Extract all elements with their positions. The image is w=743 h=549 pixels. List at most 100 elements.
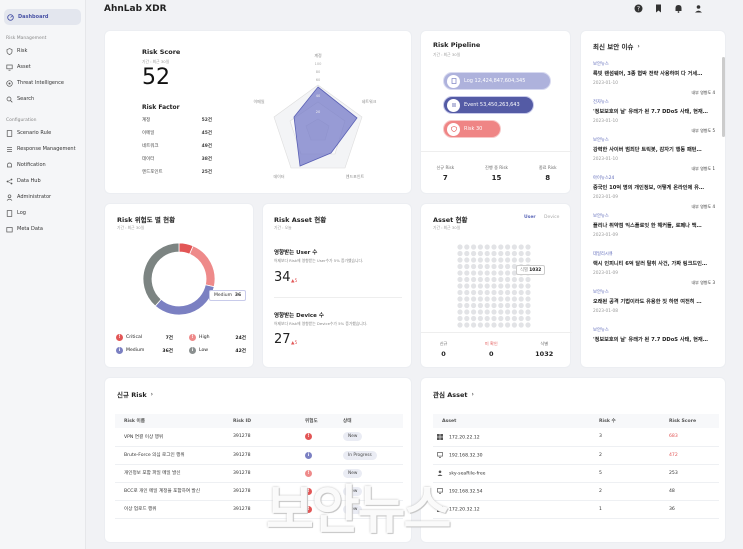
sidebar-item-risk[interactable]: Risk xyxy=(0,43,85,59)
tab-user[interactable]: User xyxy=(524,215,536,220)
sidebar-item-search[interactable]: Search xyxy=(0,91,85,107)
asset-dot xyxy=(498,250,504,257)
table-row[interactable]: 192.168.32.54 2 48 xyxy=(433,482,719,501)
asset-dot xyxy=(518,296,524,302)
risk-name: BCC로 개인 메일 계정을 포함하여 발신 xyxy=(115,482,233,501)
news-item[interactable]: 보안뉴스 강력한 사이버 범죄단 트릭봇, 감자기 행동 패턴… 2023-01-1… xyxy=(593,137,721,175)
news-source: 아이뉴스24 xyxy=(593,176,615,181)
pipeline-event[interactable]: Event 53,450,263,643 xyxy=(443,96,534,114)
bell-icon[interactable] xyxy=(673,3,683,13)
column-header: Asset xyxy=(433,414,599,428)
help-icon[interactable]: ? xyxy=(633,3,643,13)
pipeline-log[interactable]: Log 12,424,847,604,345 xyxy=(443,72,551,90)
asset-dot xyxy=(477,296,483,302)
donut-slice[interactable] xyxy=(189,245,216,288)
sidebar-item-threat-intelligence[interactable]: Threat Intelligence xyxy=(0,75,85,91)
radar-axis-label: 계정 xyxy=(314,52,322,58)
legend-value: 36건 xyxy=(162,348,173,354)
sidebar-item-log[interactable]: Log xyxy=(0,205,85,221)
asset-dot xyxy=(498,244,504,250)
asset-dot xyxy=(511,250,517,257)
news-source: 보안뉴스 xyxy=(593,214,609,219)
risk-level-period: 기간 : 최근 30일 xyxy=(117,225,145,230)
table-row[interactable]: sky-seaRile-free 5 253 xyxy=(433,464,719,483)
asset-dot xyxy=(484,315,490,322)
sidebar-item-data-hub[interactable]: Data Hub xyxy=(0,173,85,189)
table-row[interactable]: 172.20.32.12 1 36 xyxy=(433,500,719,519)
asset-risk-score: 472 xyxy=(669,446,719,465)
table-row[interactable]: VPN 연결 이상 행위 391278! New xyxy=(115,428,403,447)
sidebar-item-meta-data[interactable]: Meta Data xyxy=(0,221,85,237)
asset-risk-count: 5 xyxy=(599,464,669,483)
sidebar-item-administrator[interactable]: Administrator xyxy=(0,189,85,205)
asset-dot xyxy=(477,250,483,257)
asset-dot-grid xyxy=(457,244,531,328)
table-row[interactable]: 172.20.22.12 3 683 xyxy=(433,428,719,447)
legend-label: Critical xyxy=(126,335,143,340)
donut-slice[interactable] xyxy=(154,284,215,316)
asset-dot xyxy=(477,270,483,276)
sidebar-item-label: Notification xyxy=(17,162,46,168)
table-row[interactable]: 이상 업로드 행위 391278! New xyxy=(115,500,403,519)
asset-dot xyxy=(518,289,524,296)
asset-risk-score: 253 xyxy=(669,464,719,483)
news-item[interactable]: 전자뉴스 '정보보호의 날' 유래가 된 7.7 DDoS 사태, 현재… 2023… xyxy=(593,99,721,137)
asset-dot xyxy=(484,276,490,283)
asset-dot xyxy=(505,283,511,289)
security-news-card: 최신 보안 이슈 › 보안뉴스 록빗 랜섬웨어, 3종 협박 전략 사용하며 다 … xyxy=(580,30,726,368)
risk-id: 391278 xyxy=(233,464,305,483)
affected-device-value: 27 xyxy=(274,332,291,347)
news-item[interactable]: 보안뉴스 록빗 랜섬웨어, 3종 협박 전략 사용하며 다 거세… 2023-01-… xyxy=(593,61,721,99)
legend-icon: i xyxy=(189,347,196,354)
monitor-icon xyxy=(437,487,443,494)
asset-dot xyxy=(464,257,470,263)
asset-dot xyxy=(491,283,497,289)
radar-tick: 20 xyxy=(316,110,321,114)
asset-dot xyxy=(457,322,463,328)
sidebar-item-scenario-rule[interactable]: Scenario Rule xyxy=(0,125,85,141)
asset-dot xyxy=(511,263,517,270)
tab-device[interactable]: Device xyxy=(544,215,560,220)
scrollbar[interactable] xyxy=(722,57,725,137)
news-item[interactable]: 아이뉴스24 중국인 10억 명의 개인정보, 어떻게 온라인에 유… 2023-0… xyxy=(593,175,721,213)
news-item[interactable]: 데일리시큐 랙시 인피니티 6억 달러 탈취 사건, 가짜 링크드인… 2023-0… xyxy=(593,251,721,289)
user-icon[interactable] xyxy=(693,3,703,13)
asset-dot xyxy=(484,244,490,250)
donut-slice[interactable] xyxy=(142,242,180,307)
column-header: Risk Score xyxy=(669,414,719,428)
asset-dot xyxy=(484,309,490,315)
legend-icon: i xyxy=(116,347,123,354)
user-icon xyxy=(437,470,443,476)
sidebar-item-notification[interactable]: Notification xyxy=(0,157,85,173)
asset-dot xyxy=(518,276,524,283)
pipeline-risk[interactable]: Risk 30 xyxy=(443,120,501,138)
sidebar-item-dashboard[interactable]: Dashboard xyxy=(4,9,81,25)
news-title: 강력한 사이버 범죄단 트릭봇, 감자기 행동 패턴… xyxy=(593,147,702,153)
asset-dot xyxy=(457,302,463,309)
sidebar-item-response-management[interactable]: Response Management xyxy=(0,141,85,157)
table-row[interactable]: Brute-Force 의심 로그인 행위 391278 i In Progress xyxy=(115,446,403,465)
asset-dot xyxy=(457,289,463,296)
asset-dot xyxy=(498,289,504,296)
asset-dot xyxy=(518,302,524,309)
interest-asset-header[interactable]: 관심 Asset › xyxy=(433,389,474,400)
sidebar-item-asset[interactable]: Asset xyxy=(0,59,85,75)
new-risk-header[interactable]: 신규 Risk › xyxy=(117,389,153,400)
document-icon xyxy=(6,129,13,137)
table-row[interactable]: 개인정보 포함 파일 메일 발신 391278! New xyxy=(115,464,403,483)
event-icon xyxy=(447,98,460,112)
radar-value-area xyxy=(293,86,358,167)
table-row[interactable]: BCC로 개인 메일 계정을 포함하여 발신 391278! New xyxy=(115,482,403,501)
news-item[interactable]: 보안뉴스 폴리나 취약점 익스플로잇 한 해커들, 로페나 백… 2023-01-0… xyxy=(593,213,721,251)
asset-dot xyxy=(477,257,483,263)
table-row[interactable]: 192.168.32.30 2 472 xyxy=(433,446,719,465)
asset-dot xyxy=(525,257,531,263)
column-header: 위험도 xyxy=(305,414,343,428)
security-news-header[interactable]: 최신 보안 이슈 › xyxy=(593,41,640,52)
asset-dot xyxy=(525,289,531,296)
news-item[interactable]: 보안뉴스 오래된 공격 기법이라도 유용한 짓 하면 여전히 … 2023-01-0… xyxy=(593,289,721,327)
asset-dot xyxy=(518,257,524,263)
risk-asset-title: Risk Asset 현황 xyxy=(274,216,327,224)
bookmark-icon[interactable] xyxy=(653,3,663,13)
news-item[interactable]: 보안뉴스 '정보보호의 날' 유래가 된 7.7 DDoS 사태, 현재… xyxy=(593,327,721,365)
